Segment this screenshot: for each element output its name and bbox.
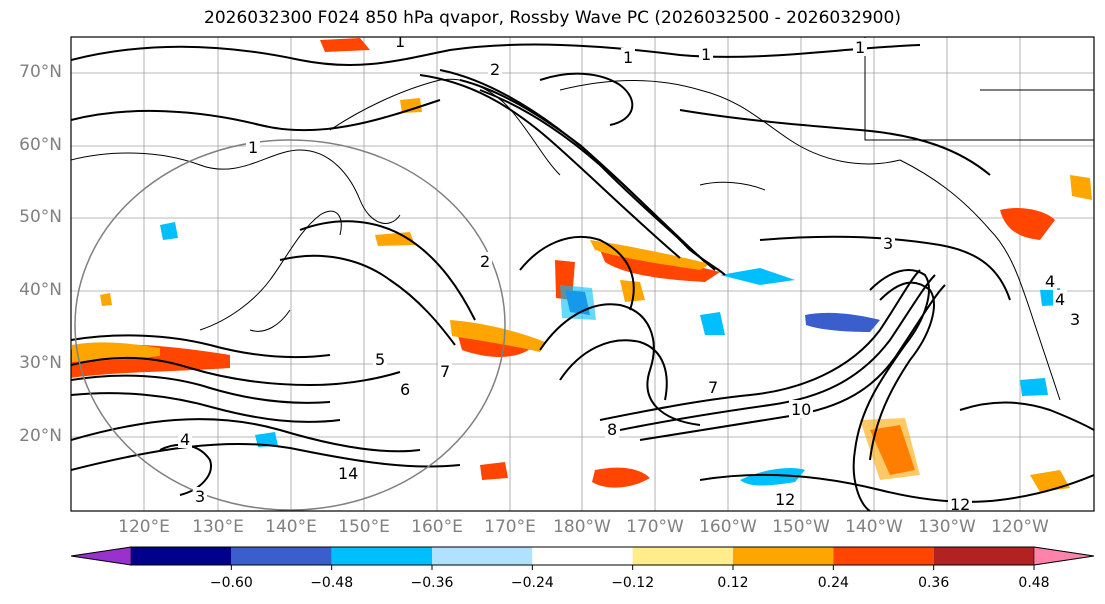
contour-label: 6 xyxy=(400,380,410,399)
contour-label: 4 xyxy=(180,430,190,449)
longitude-label: 150°W xyxy=(772,517,830,537)
colorbar-tick-label: 0.12 xyxy=(717,575,749,591)
colorbar-tick-label: −0.24 xyxy=(510,575,554,591)
contour-label: 12 xyxy=(950,495,970,514)
contour-label-background xyxy=(881,234,895,252)
longitude-label: 180°W xyxy=(553,517,611,537)
contour-lines xyxy=(71,43,1094,511)
contour-label: 3 xyxy=(883,234,893,253)
contour-label-background xyxy=(948,495,972,511)
map-frame xyxy=(70,36,1095,512)
contour-label-background xyxy=(478,252,492,270)
contour-label: 1 xyxy=(701,45,711,64)
latitude-label: 50°N xyxy=(19,207,62,227)
colorbar-frame xyxy=(70,546,1095,566)
colorbar-cell xyxy=(131,547,232,565)
contour-label: 5 xyxy=(375,350,385,369)
contour-label: 2 xyxy=(480,252,490,271)
longitude-label: 170°E xyxy=(484,517,536,537)
contour-label: 7 xyxy=(440,362,450,381)
contour-label: 7 xyxy=(708,378,718,397)
contour-label-background xyxy=(1043,272,1057,290)
colorbar-cell xyxy=(833,547,934,565)
contour-label: 1 xyxy=(623,48,633,67)
longitude-label: 120°W xyxy=(991,517,1049,537)
longitude-label: 140°E xyxy=(265,517,317,537)
latitude-label: 30°N xyxy=(19,353,62,373)
colorbar-cell xyxy=(632,547,733,565)
qvapor-anomaly-shading xyxy=(71,38,1092,492)
longitude-label: 130°W xyxy=(918,517,976,537)
colorbar-cell xyxy=(532,547,633,565)
longitude-label: 120°E xyxy=(118,517,170,537)
contour-label: 4 xyxy=(1055,290,1065,309)
longitude-label: 160°E xyxy=(411,517,463,537)
reference-circle xyxy=(74,139,506,511)
colorbar-tick-label: 0.24 xyxy=(817,575,849,591)
latitude-label: 70°N xyxy=(19,62,62,82)
contour-label-background xyxy=(488,60,502,78)
contour-label-background xyxy=(789,400,813,418)
contour-label-background xyxy=(605,420,619,438)
contour-label-background xyxy=(373,350,387,368)
contour-label: 12 xyxy=(775,490,795,509)
contour-label: 1 xyxy=(395,32,405,51)
colorbar-tick-label: −0.36 xyxy=(410,575,454,591)
colorbar-extend-high xyxy=(1033,546,1095,566)
latitude-label: 40°N xyxy=(19,280,62,300)
latitude-label: 60°N xyxy=(19,135,62,155)
contour-label-background xyxy=(1068,310,1082,328)
colorbar-cell xyxy=(432,547,533,565)
colorbar-cell xyxy=(733,547,834,565)
longitude-label: 170°W xyxy=(626,517,684,537)
colorbar-cell xyxy=(231,547,332,565)
colorbar-cell xyxy=(331,547,432,565)
contour-label-background xyxy=(621,48,635,66)
contour-label: 3 xyxy=(1070,310,1080,329)
contour-label: 3 xyxy=(195,487,205,506)
contour-label: 10 xyxy=(791,400,811,419)
longitude-label: 140°W xyxy=(845,517,903,537)
longitude-label: 130°E xyxy=(192,517,244,537)
colorbar-tick-label: 0.36 xyxy=(918,575,950,591)
contour-label-background xyxy=(393,37,407,50)
contour-label-background xyxy=(193,487,207,505)
colorbar-tick-label: −0.12 xyxy=(611,575,655,591)
colorbar-tick-label: −0.60 xyxy=(209,575,253,591)
coastlines xyxy=(71,37,1094,401)
contour-label: 8 xyxy=(607,420,617,439)
contour-label: 1 xyxy=(248,138,258,157)
contour-label: 14 xyxy=(338,464,358,483)
contour-label-background xyxy=(699,45,713,63)
latitude-label: 20°N xyxy=(19,426,62,446)
longitude-label: 150°E xyxy=(338,517,390,537)
contour-label: 1 xyxy=(855,38,865,57)
contour-label-background xyxy=(853,38,867,56)
contour-label: 2 xyxy=(490,60,500,79)
contour-label-background xyxy=(178,430,192,448)
contour-label-background xyxy=(398,380,412,398)
contour-label-background xyxy=(246,138,260,156)
colorbar-extend-low xyxy=(70,546,132,566)
contour-label-background xyxy=(706,378,720,396)
contour-label-background xyxy=(336,464,360,482)
longitude-label: 160°W xyxy=(699,517,757,537)
contour-label-background xyxy=(1053,290,1067,308)
colorbar-tick-label: −0.48 xyxy=(310,575,354,591)
colorbar-cell xyxy=(933,547,1034,565)
contour-label-background xyxy=(773,490,797,508)
contour-label-background xyxy=(438,362,452,380)
colorbar-tick-label: 0.48 xyxy=(1018,575,1050,591)
figure-title: 2026032300 F024 850 hPa qvapor, Rossby W… xyxy=(204,8,901,28)
contour-label: 4 xyxy=(1045,272,1055,291)
